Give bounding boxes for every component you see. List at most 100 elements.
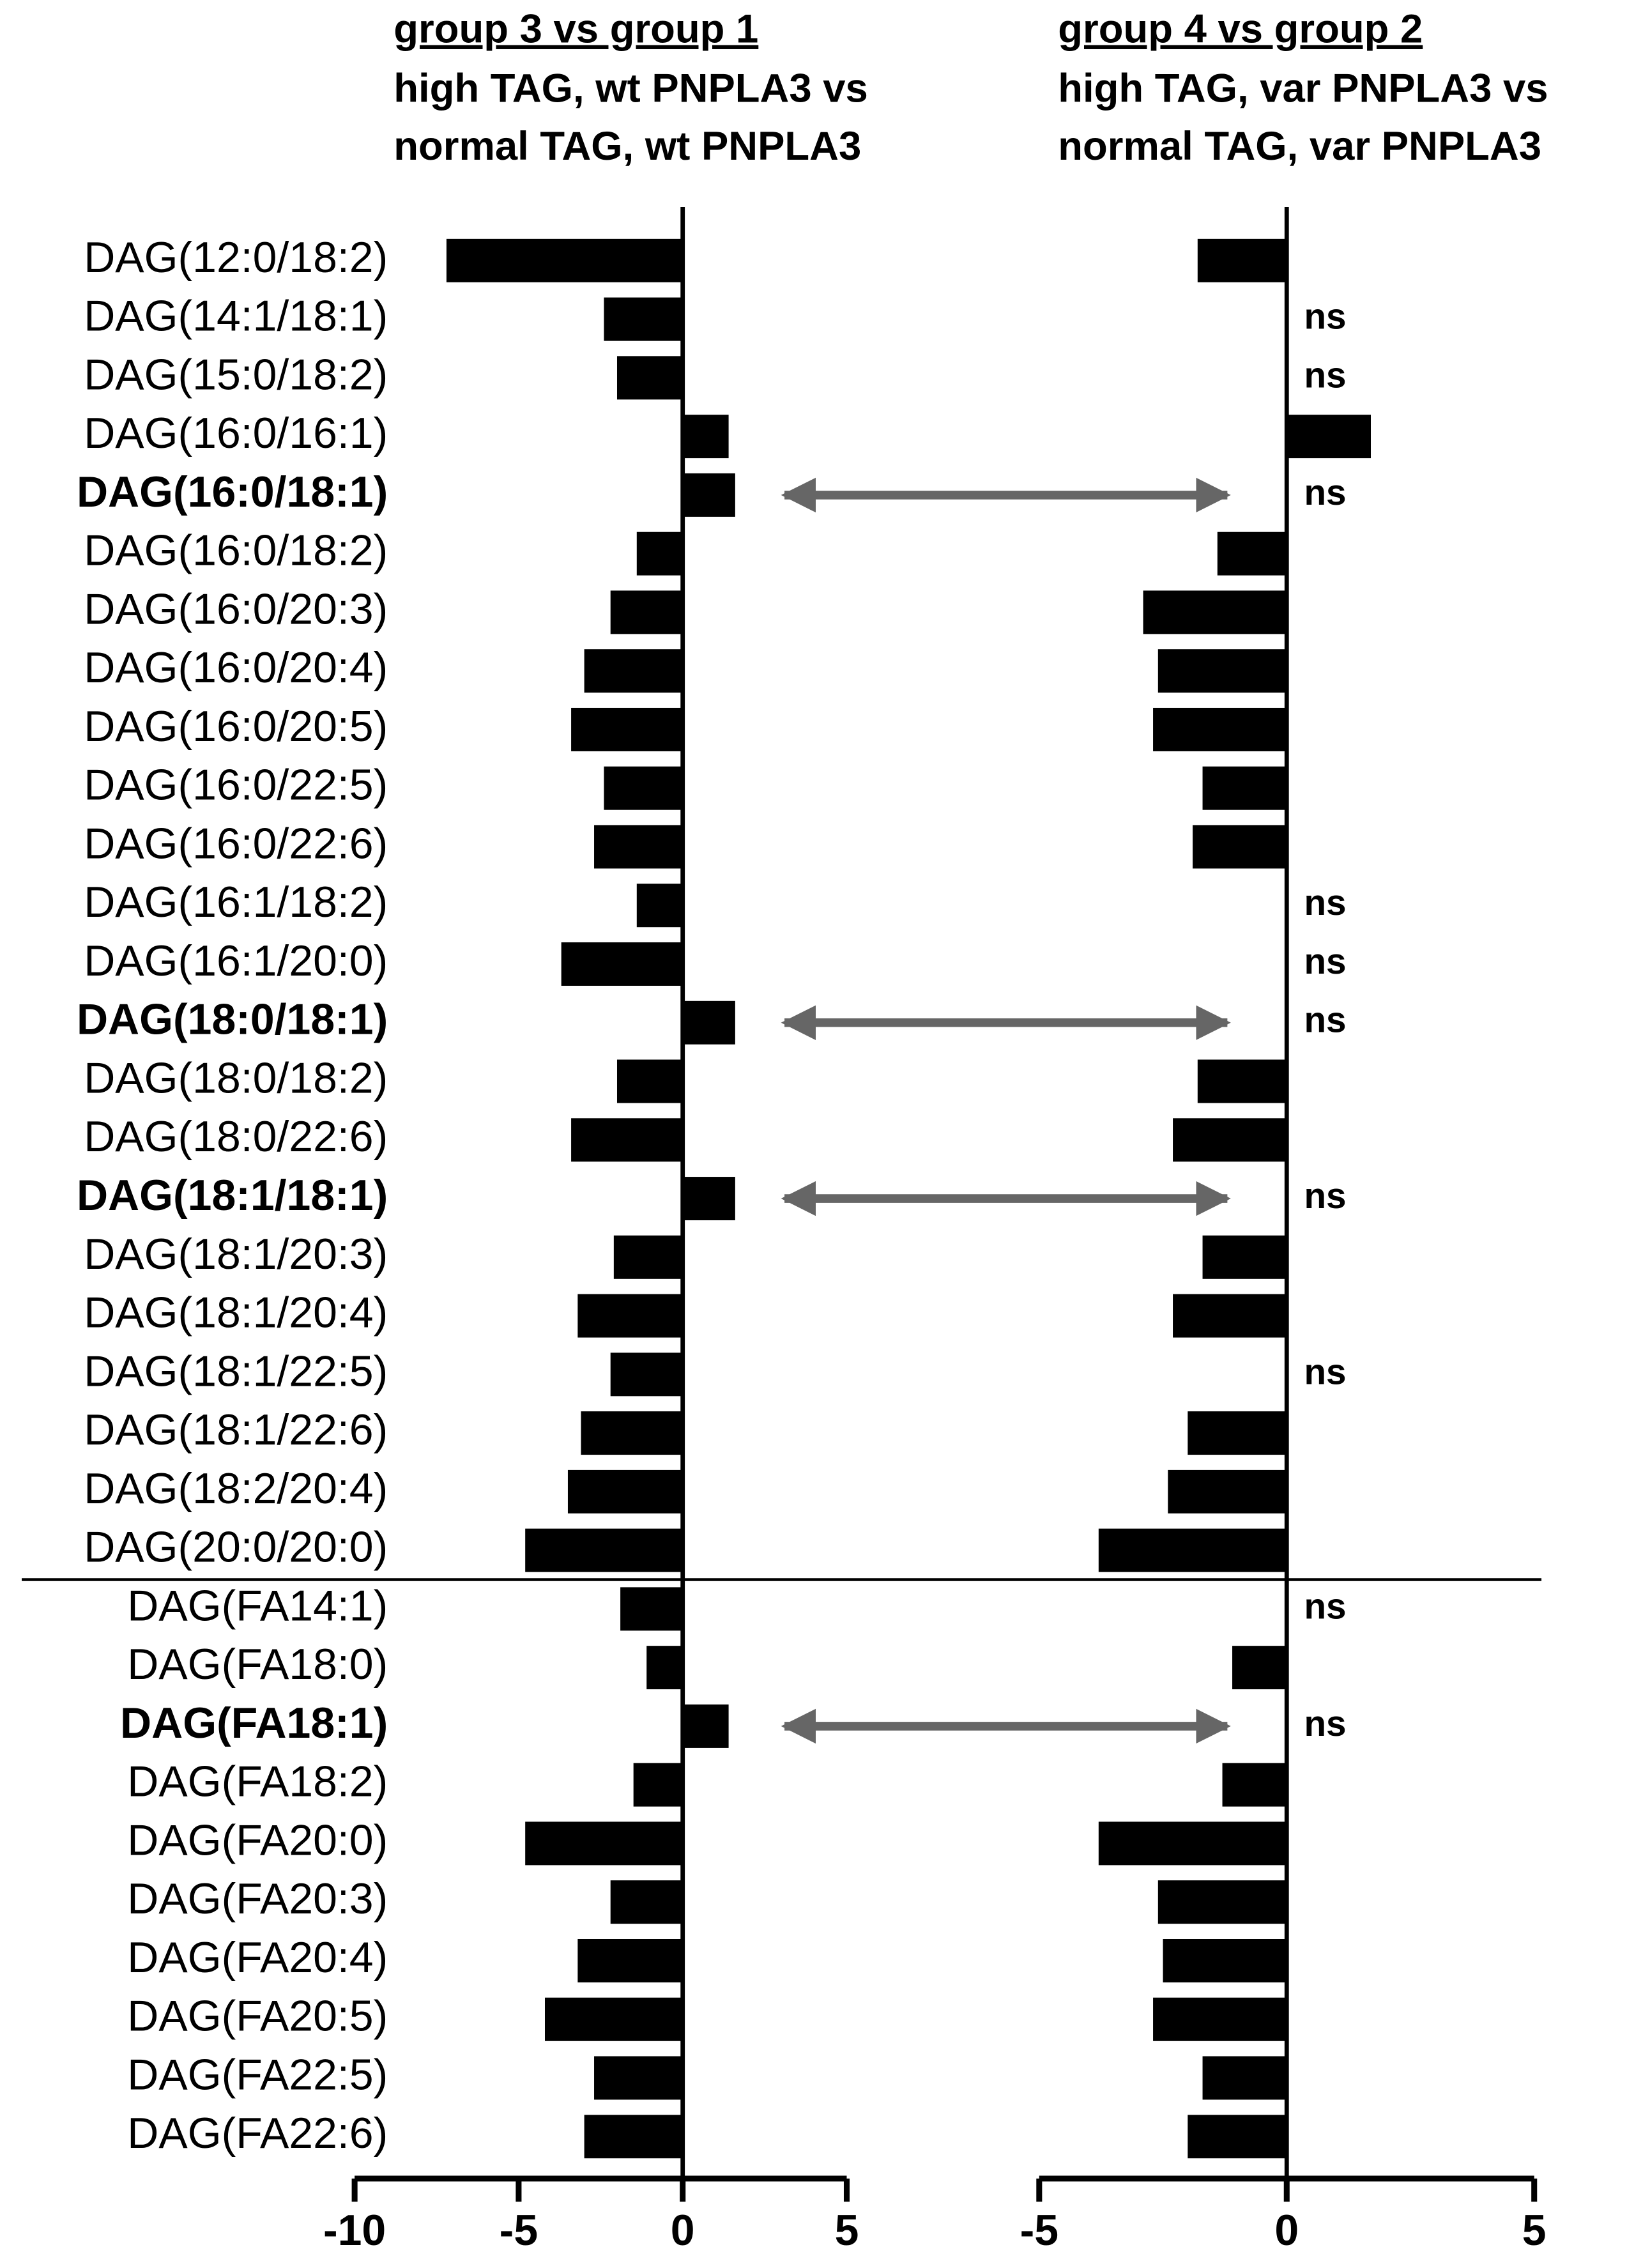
value-label: ns (1304, 355, 1346, 395)
category-label: DAG(16:0/22:6) (84, 819, 388, 868)
category-label: DAG(16:0/20:5) (84, 702, 388, 751)
x-tick-label: 0 (1274, 2206, 1299, 2255)
category-label: DAG(FA18:1) (120, 1699, 388, 1747)
bar (682, 415, 729, 459)
bar (1153, 707, 1287, 751)
category-label: DAG(16:1/20:0) (84, 937, 388, 985)
category-label: DAG(FA22:5) (127, 2050, 388, 2099)
value-label: ns (1304, 297, 1346, 337)
bar (1188, 2115, 1287, 2159)
panel-subtitle: normal TAG, wt PNPLA3 (393, 124, 861, 169)
bar (446, 238, 683, 282)
bar (1098, 1821, 1287, 1866)
bar (581, 1411, 683, 1455)
category-label: DAG(16:0/20:4) (84, 643, 388, 692)
category-label: DAG(16:0/16:1) (84, 409, 388, 457)
bar (594, 2056, 683, 2100)
bar (604, 297, 683, 341)
bar (1202, 2056, 1287, 2100)
x-tick-label: 5 (835, 2206, 859, 2255)
category-label: DAG(18:0/18:1) (77, 995, 388, 1044)
bar (682, 1704, 729, 1748)
category-label: DAG(18:1/20:3) (84, 1230, 388, 1278)
category-label: DAG(16:0/20:3) (84, 585, 388, 633)
category-label: DAG(FA20:4) (127, 1933, 388, 1982)
bar (633, 1763, 683, 1807)
panel-subtitle: high TAG, var PNPLA3 vs (1058, 66, 1548, 111)
category-label: DAG(FA20:5) (127, 1992, 388, 2041)
category-label: DAG(18:0/18:2) (84, 1054, 388, 1102)
category-label: DAG(FA20:3) (127, 1874, 388, 1923)
bar (616, 356, 683, 400)
bar (577, 1294, 683, 1338)
value-label: ns (1304, 1000, 1346, 1041)
bar (594, 825, 683, 869)
x-tick-label: -10 (323, 2206, 386, 2255)
bar (577, 1938, 683, 1982)
bar (636, 884, 683, 928)
x-tick-label: 0 (671, 2206, 695, 2255)
bar (1173, 1118, 1287, 1162)
value-label: ns (1304, 942, 1346, 982)
bar (1193, 825, 1287, 869)
value-label: ns (1304, 883, 1346, 923)
bar (613, 1235, 683, 1279)
bar (584, 649, 683, 693)
value-label: ns (1304, 1704, 1346, 1744)
category-label: DAG(16:0/22:5) (84, 761, 388, 809)
bar (1222, 1763, 1287, 1807)
bar (604, 766, 683, 810)
category-label: DAG(20:0/20:0) (84, 1523, 388, 1572)
category-label: DAG(FA22:6) (127, 2109, 388, 2157)
category-label: DAG(16:0/18:1) (77, 468, 388, 516)
panel-subtitle: normal TAG, var PNPLA3 (1058, 124, 1541, 169)
category-label: DAG(18:1/22:5) (84, 1347, 388, 1395)
bar (571, 707, 683, 751)
value-label: ns (1304, 1176, 1346, 1216)
category-label: DAG(14:1/18:1) (84, 292, 388, 341)
bar (525, 1528, 683, 1572)
panel-title: group 4 vs group 2 (1058, 7, 1423, 52)
category-label: DAG(18:2/20:4) (84, 1464, 388, 1513)
bar (682, 473, 735, 517)
category-label: DAG(16:0/18:2) (84, 526, 388, 575)
x-tick-label: -5 (500, 2206, 538, 2255)
x-tick-label: -5 (1020, 2206, 1058, 2255)
bar (1157, 649, 1287, 693)
bar (1173, 1294, 1287, 1338)
bar (620, 1587, 683, 1631)
bar (1168, 1469, 1287, 1513)
bar (1287, 415, 1371, 459)
bar (646, 1646, 683, 1690)
bar (636, 532, 683, 576)
panel-subtitle: high TAG, wt PNPLA3 vs (393, 66, 868, 111)
bar (561, 942, 683, 986)
category-label: DAG(18:1/22:6) (84, 1406, 388, 1454)
bar (1232, 1646, 1287, 1690)
category-label: DAG(FA18:2) (127, 1758, 388, 1806)
panel-title: group 3 vs group 1 (393, 7, 758, 52)
bar (610, 590, 683, 634)
bar (1163, 1938, 1287, 1982)
bar (682, 1177, 735, 1221)
bar (1157, 1880, 1287, 1924)
value-label: ns (1304, 473, 1346, 513)
category-label: DAG(12:0/18:2) (84, 233, 388, 282)
bar (544, 1997, 683, 2041)
category-label: DAG(15:0/18:2) (84, 350, 388, 399)
bar (1098, 1528, 1287, 1572)
value-label: ns (1304, 1586, 1346, 1627)
bar (1202, 1235, 1287, 1279)
bar (584, 2115, 683, 2159)
bar (567, 1469, 683, 1513)
category-label: DAG(18:1/20:4) (84, 1289, 388, 1337)
bar (610, 1352, 683, 1397)
bar (616, 1059, 683, 1103)
category-label: DAG(FA18:0) (127, 1640, 388, 1689)
x-tick-label: 5 (1522, 2206, 1547, 2255)
bar (1202, 766, 1287, 810)
bar (1153, 1997, 1287, 2041)
category-label: DAG(16:1/18:2) (84, 878, 388, 926)
bar (1188, 1411, 1287, 1455)
